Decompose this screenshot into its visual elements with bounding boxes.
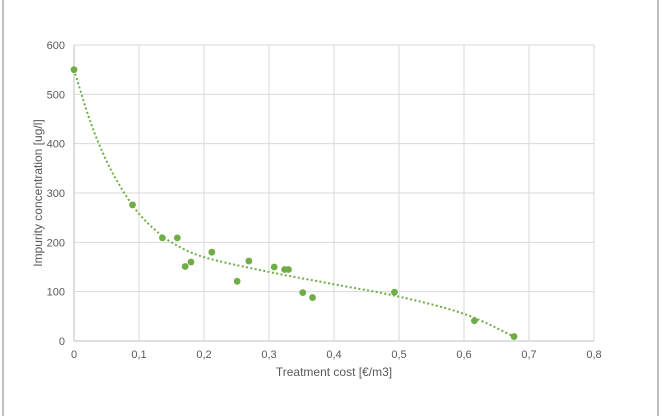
x-axis-title: Treatment cost [€/m3] [276, 365, 392, 379]
y-axis-ticks: 0 100 200 300 400 500 600 [47, 40, 65, 348]
data-point [510, 333, 518, 340]
data-point [471, 317, 478, 325]
x-tick-label: 0 [71, 349, 77, 361]
data-point [299, 289, 307, 297]
data-point [187, 258, 195, 266]
data-point [285, 266, 292, 273]
y-tick-label: 200 [47, 237, 65, 249]
data-point [173, 234, 181, 242]
y-tick-label: 0 [59, 336, 65, 348]
x-tick-label: 0,7 [521, 349, 536, 361]
x-tick-label: 0,3 [261, 349, 276, 361]
y-tick-label: 100 [47, 287, 65, 299]
data-point [70, 66, 78, 74]
data-points [70, 66, 518, 340]
data-point [391, 288, 398, 296]
y-tick-label: 400 [47, 139, 65, 151]
y-axis-title: Impurity concentration [ug/l] [31, 119, 45, 266]
x-tick-label: 0,8 [586, 349, 601, 361]
data-point [233, 277, 241, 285]
y-tick-label: 600 [47, 40, 65, 52]
x-tick-label: 0,1 [131, 349, 146, 361]
x-tick-label: 0,4 [326, 349, 341, 361]
x-tick-label: 0,5 [391, 349, 406, 361]
y-tick-label: 500 [47, 89, 65, 101]
data-point [159, 234, 166, 242]
y-tick-label: 300 [47, 188, 65, 200]
gridlines [73, 44, 595, 342]
trendline [73, 69, 515, 338]
data-point [245, 257, 253, 265]
data-point [208, 248, 216, 256]
x-tick-label: 0,6 [456, 349, 471, 361]
data-point [129, 201, 136, 209]
data-point [309, 294, 316, 301]
x-tick-label: 0,2 [196, 349, 211, 361]
data-point [270, 263, 278, 271]
x-axis-ticks: 0 0,1 0,2 0,3 0,4 0,5 0,6 0,7 0,8 [71, 349, 602, 361]
data-point [181, 263, 189, 270]
